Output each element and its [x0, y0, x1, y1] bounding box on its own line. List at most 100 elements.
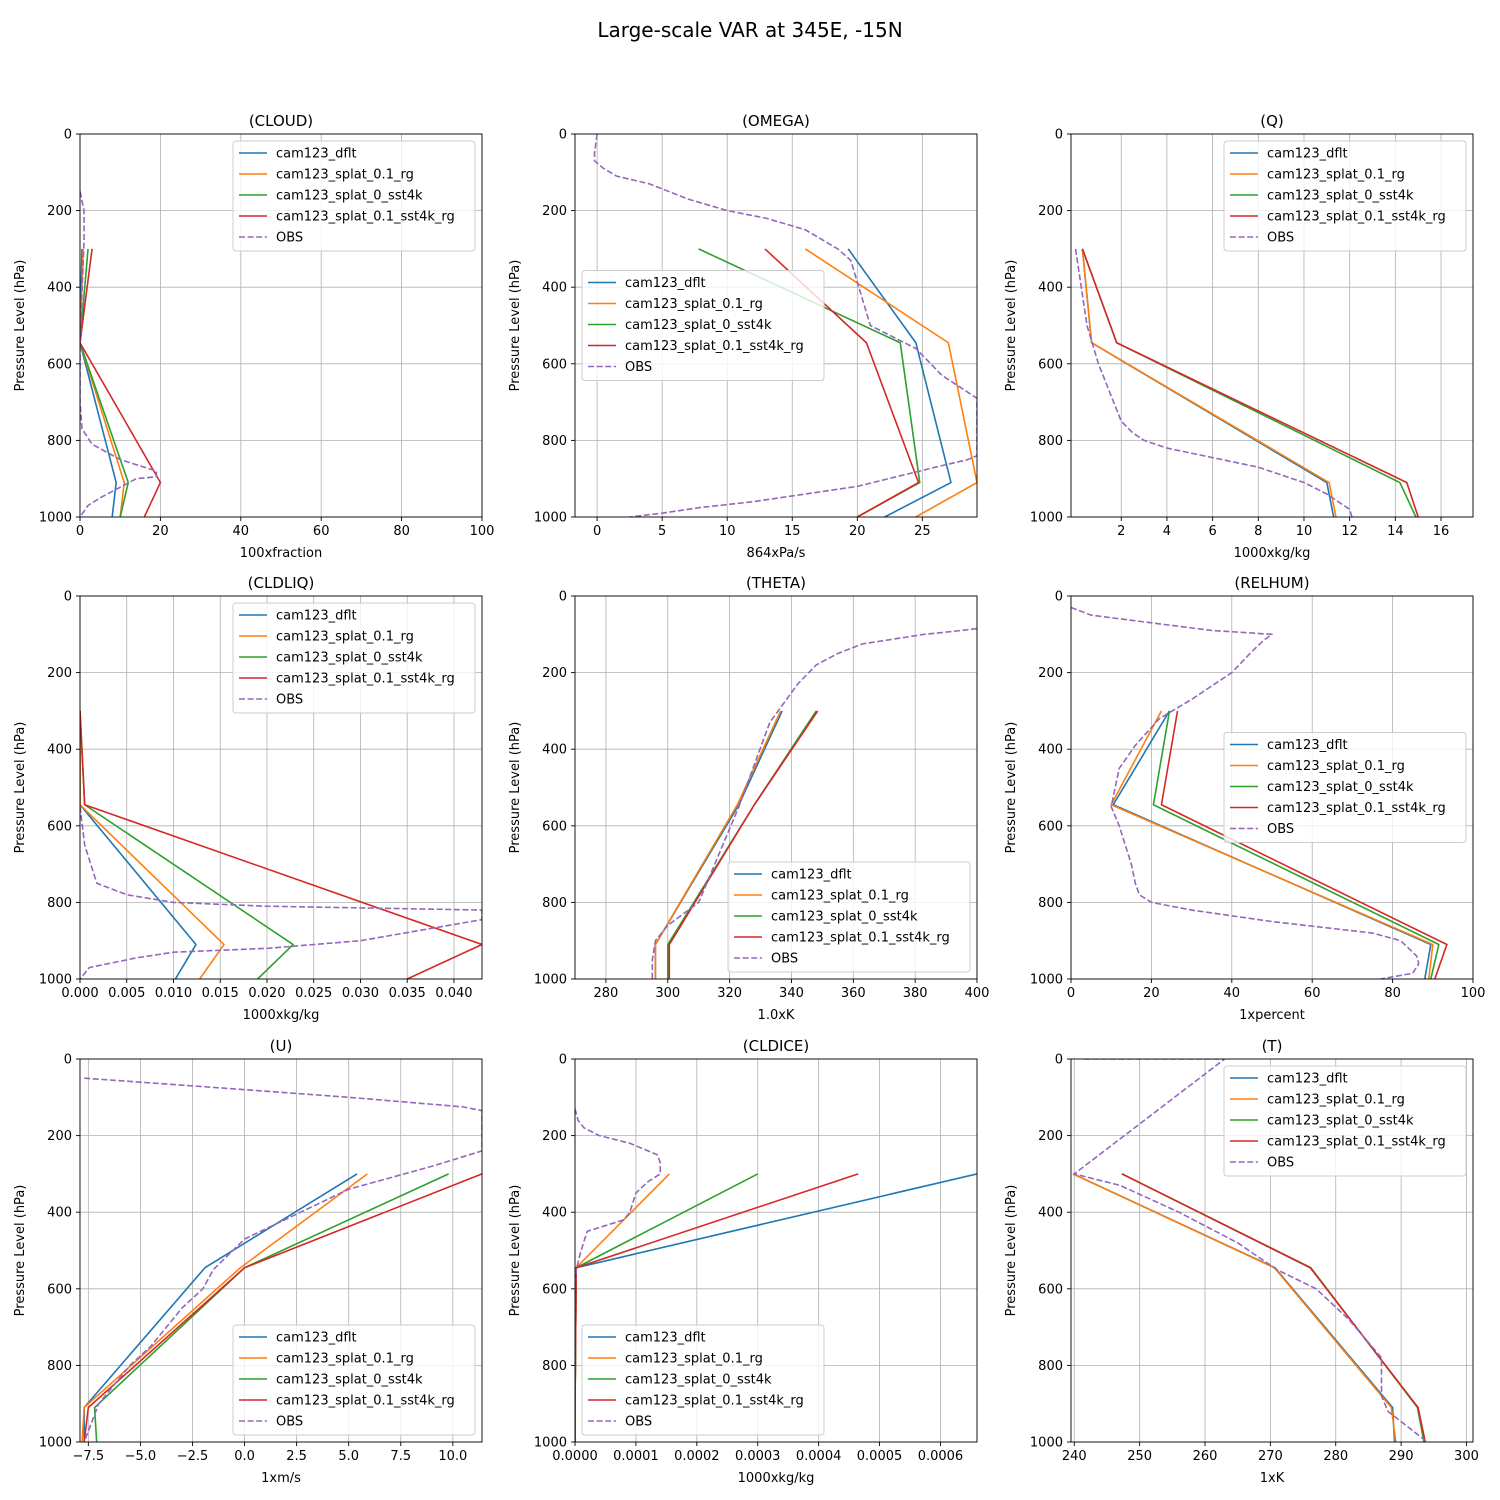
y-tick-label: 0: [1055, 128, 1063, 143]
y-tick-label: 800: [1038, 1359, 1063, 1374]
y-tick-label: 800: [47, 434, 72, 449]
y-tick-label: 800: [542, 1359, 567, 1374]
y-tick-label: 600: [47, 357, 72, 372]
legend-label: cam123_dflt: [1267, 738, 1348, 753]
series-group: [1071, 606, 1448, 979]
series-line-cam123_splat_0.1_sst4k_rg: [83, 1173, 482, 1442]
legend-label: cam123_splat_0_sst4k: [771, 910, 918, 925]
y-tick-label: 400: [47, 743, 72, 758]
x-tick-label: 0.0000: [552, 1449, 598, 1464]
y-axis-label: Pressure Level (hPa): [508, 722, 523, 854]
y-axis-label: Pressure Level (hPa): [508, 260, 523, 392]
figure-title: Large-scale VAR at 345E, -15N: [597, 18, 902, 42]
legend-label: cam123_splat_0.1_sst4k_rg: [625, 339, 804, 354]
x-tick-label: 40: [1224, 986, 1241, 1001]
series-line-OBS: [80, 806, 482, 979]
axes-frame: [574, 1058, 978, 1443]
y-tick-label: 400: [542, 1206, 567, 1221]
series-line-OBS: [1073, 1059, 1428, 1442]
x-tick-label: 14: [1387, 524, 1404, 539]
x-tick-label: 280: [1323, 1449, 1348, 1464]
series-line-cam123_splat_0.1_rg: [1072, 1173, 1397, 1442]
y-tick-label: 1000: [39, 511, 72, 526]
legend: cam123_dflt cam123_splat_0.1_rg cam123_spl…: [232, 140, 476, 252]
chart-title: (CLOUD): [249, 112, 313, 130]
y-tick-label: 1000: [534, 511, 567, 526]
legend-label: cam123_dflt: [1267, 147, 1348, 162]
series-line-OBS: [575, 1108, 662, 1442]
chart-title: (CLDICE): [743, 1037, 809, 1055]
x-axis-label: 100xfraction: [240, 546, 322, 561]
legend-label: cam123_dflt: [276, 1331, 357, 1346]
axes-frame: [79, 1058, 483, 1443]
y-tick-label: 400: [1038, 743, 1063, 758]
series-group: [651, 627, 977, 979]
x-tick-label: 16: [1433, 524, 1450, 539]
legend-label: cam123_splat_0_sst4k: [625, 1373, 772, 1388]
series-group: [1074, 248, 1419, 517]
series-line-cam123_splat_0_sst4k: [80, 248, 130, 517]
legend-label: cam123_splat_0.1_rg: [1267, 1093, 1405, 1108]
y-tick-label: 1000: [39, 973, 72, 988]
x-tick-label: 250: [1127, 1449, 1152, 1464]
series-line-OBS: [1071, 606, 1420, 979]
y-tick-label: 200: [542, 204, 567, 219]
legend-label: cam123_dflt: [1267, 1072, 1348, 1087]
x-tick-label: 0.035: [389, 986, 426, 1001]
legend-label: OBS: [625, 1415, 652, 1430]
legend-box: [232, 140, 476, 252]
chart-panel-omega: 0 5 10 15 20 25 0 200 400 600 800 1000 (OMEGA) 864xPa…: [508, 112, 978, 561]
legend-label: cam123_dflt: [276, 609, 357, 624]
series-line-cam123_splat_0.1_sst4k_rg: [668, 710, 819, 979]
x-tick-label: 10.0: [438, 1449, 467, 1464]
x-tick-label: 100: [1461, 986, 1486, 1001]
x-tick-label: 5: [658, 524, 666, 539]
x-axis-label: 1000xkg/kg: [1234, 546, 1311, 561]
chart-panel-theta: 280 300 320 340 360 380 400 0 200 400 600 800 1000 (T…: [508, 574, 989, 1023]
chart-title: (CLDLIQ): [248, 574, 315, 592]
x-tick-label: 0.010: [155, 986, 192, 1001]
legend-label: cam123_splat_0.1_sst4k_rg: [1267, 210, 1446, 225]
y-tick-label: 400: [1038, 281, 1063, 296]
chart-panel-cloud: 0 20 40 60 80 10002004006008001000(CLOUD)100x…: [13, 112, 494, 561]
x-tick-label: −7.5: [73, 1449, 105, 1464]
x-tick-label: 0: [76, 524, 84, 539]
x-tick-label: 320: [717, 986, 742, 1001]
x-tick-label: 2.5: [286, 1449, 307, 1464]
legend-label: OBS: [1267, 231, 1294, 246]
y-tick-label: 0: [559, 590, 567, 605]
y-tick-label: 1000: [1030, 1436, 1063, 1451]
legend-box: [1223, 732, 1467, 843]
y-tick-label: 1000: [534, 1436, 567, 1451]
x-tick-label: 360: [841, 986, 866, 1001]
y-tick-label: 800: [47, 1359, 72, 1374]
y-tick-label: 0: [1055, 1053, 1063, 1068]
series-line-cam123_dflt: [847, 248, 952, 517]
y-axis-label: Pressure Level (hPa): [13, 260, 28, 392]
legend-label: cam123_splat_0.1_sst4k_rg: [276, 1394, 455, 1409]
x-tick-label: 280: [594, 986, 619, 1001]
legend-label: cam123_splat_0_sst4k: [276, 1373, 423, 1388]
x-tick-label: 20: [152, 524, 169, 539]
x-axis-label: 1.0xK: [758, 1008, 795, 1023]
y-tick-label: 1000: [1030, 511, 1063, 526]
legend-label: OBS: [771, 952, 798, 967]
y-tick-label: 400: [1038, 1206, 1063, 1221]
chart-panel-q: 2 4 6 8 10 12 14 16 0 200 400 600 800 1000 (Q) 1000xkg/…: [1004, 112, 1474, 561]
x-tick-label: −2.5: [177, 1449, 209, 1464]
x-axis-label: 1xm/s: [261, 1471, 301, 1486]
y-axis-label: Pressure Level (hPa): [508, 1185, 523, 1317]
legend-label: OBS: [1267, 822, 1294, 837]
x-tick-label: 60: [1304, 986, 1321, 1001]
axes-frame: [574, 595, 978, 980]
x-tick-label: 10: [719, 524, 736, 539]
y-tick-label: 200: [47, 204, 72, 219]
y-tick-label: 0: [559, 1053, 567, 1068]
y-tick-label: 1000: [534, 973, 567, 988]
legend-label: cam123_splat_0.1_rg: [1267, 759, 1405, 774]
x-tick-label: 0.0003: [735, 1449, 781, 1464]
y-tick-label: 600: [542, 819, 567, 834]
legend-label: cam123_splat_0.1_rg: [1267, 168, 1405, 183]
series-group: [80, 710, 482, 979]
series-line-OBS: [651, 627, 977, 979]
